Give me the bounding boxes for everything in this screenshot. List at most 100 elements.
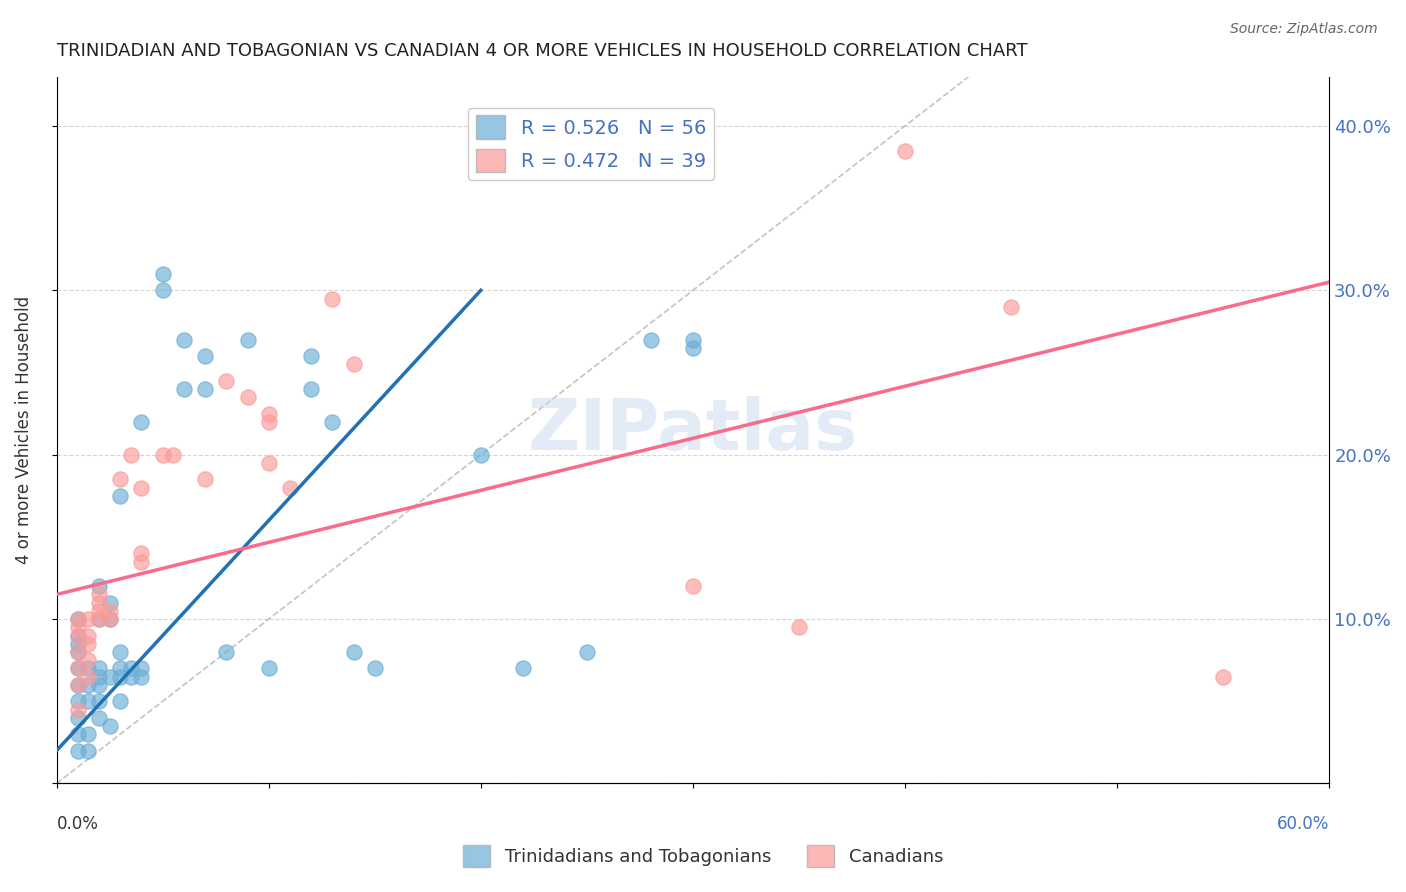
Point xyxy=(152,448,174,462)
Point xyxy=(342,357,364,371)
Point xyxy=(131,481,153,495)
Point xyxy=(66,661,89,675)
Point xyxy=(787,620,810,634)
Point xyxy=(152,267,174,281)
Point xyxy=(87,604,110,618)
Y-axis label: 4 or more Vehicles in Household: 4 or more Vehicles in Household xyxy=(15,296,32,564)
Point xyxy=(87,670,110,684)
Point xyxy=(512,661,534,675)
Point xyxy=(120,448,142,462)
Point xyxy=(66,711,89,725)
Point xyxy=(321,415,343,429)
Point xyxy=(236,333,259,347)
Point xyxy=(87,711,110,725)
Point xyxy=(77,670,100,684)
Point xyxy=(682,341,704,355)
Point xyxy=(257,456,280,470)
Point xyxy=(77,612,100,626)
Point xyxy=(87,678,110,692)
Text: 0.0%: 0.0% xyxy=(56,815,98,833)
Point xyxy=(152,283,174,297)
Point xyxy=(470,448,492,462)
Point xyxy=(66,702,89,716)
Point xyxy=(98,612,121,626)
Point xyxy=(257,415,280,429)
Point xyxy=(120,670,142,684)
Point xyxy=(131,670,153,684)
Point xyxy=(77,678,100,692)
Point xyxy=(131,555,153,569)
Point xyxy=(110,472,132,486)
Legend: R = 0.526   N = 56, R = 0.472   N = 39: R = 0.526 N = 56, R = 0.472 N = 39 xyxy=(468,108,714,180)
Point xyxy=(66,612,89,626)
Point xyxy=(342,645,364,659)
Point xyxy=(1000,300,1022,314)
Point xyxy=(98,604,121,618)
Point xyxy=(194,382,217,396)
Point xyxy=(215,645,238,659)
Point xyxy=(682,333,704,347)
Point xyxy=(77,661,100,675)
Point xyxy=(110,645,132,659)
Point xyxy=(66,628,89,642)
Point xyxy=(77,637,100,651)
Point xyxy=(77,727,100,741)
Text: 60.0%: 60.0% xyxy=(1277,815,1329,833)
Text: TRINIDADIAN AND TOBAGONIAN VS CANADIAN 4 OR MORE VEHICLES IN HOUSEHOLD CORRELATI: TRINIDADIAN AND TOBAGONIAN VS CANADIAN 4… xyxy=(56,42,1028,60)
Point xyxy=(66,620,89,634)
Point xyxy=(257,407,280,421)
Point xyxy=(77,694,100,708)
Point xyxy=(120,661,142,675)
Point xyxy=(98,670,121,684)
Point xyxy=(162,448,184,462)
Point xyxy=(110,694,132,708)
Point xyxy=(77,743,100,757)
Point xyxy=(299,349,322,363)
Point xyxy=(236,390,259,404)
Point xyxy=(575,645,598,659)
Point xyxy=(66,637,89,651)
Point xyxy=(131,661,153,675)
Point xyxy=(173,333,195,347)
Point xyxy=(257,661,280,675)
Point xyxy=(66,661,89,675)
Point xyxy=(299,382,322,396)
Point xyxy=(98,596,121,610)
Legend: Trinidadians and Tobagonians, Canadians: Trinidadians and Tobagonians, Canadians xyxy=(456,838,950,874)
Point xyxy=(110,489,132,503)
Point xyxy=(682,579,704,593)
Text: Source: ZipAtlas.com: Source: ZipAtlas.com xyxy=(1230,22,1378,37)
Point xyxy=(87,612,110,626)
Point xyxy=(1212,670,1234,684)
Point xyxy=(66,678,89,692)
Point xyxy=(77,628,100,642)
Point xyxy=(194,472,217,486)
Point xyxy=(66,645,89,659)
Point xyxy=(66,743,89,757)
Text: ZIPatlas: ZIPatlas xyxy=(527,395,858,465)
Point xyxy=(98,719,121,733)
Point xyxy=(77,653,100,667)
Point xyxy=(194,349,217,363)
Point xyxy=(278,481,301,495)
Point xyxy=(66,727,89,741)
Point xyxy=(87,587,110,601)
Point xyxy=(87,596,110,610)
Point xyxy=(894,144,917,158)
Point xyxy=(87,612,110,626)
Point xyxy=(215,374,238,388)
Point xyxy=(321,292,343,306)
Point xyxy=(66,612,89,626)
Point xyxy=(66,694,89,708)
Point xyxy=(66,678,89,692)
Point xyxy=(364,661,387,675)
Point xyxy=(640,333,662,347)
Point xyxy=(131,546,153,560)
Point xyxy=(87,661,110,675)
Point xyxy=(110,661,132,675)
Point xyxy=(87,694,110,708)
Point xyxy=(98,612,121,626)
Point xyxy=(110,670,132,684)
Point xyxy=(131,415,153,429)
Point xyxy=(66,645,89,659)
